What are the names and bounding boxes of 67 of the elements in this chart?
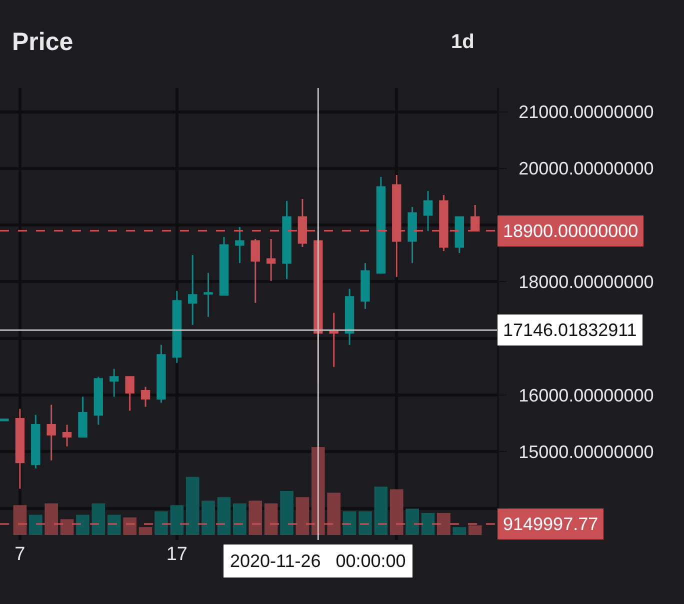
bar [468, 525, 482, 535]
bar [296, 497, 310, 535]
candlestick [282, 200, 292, 280]
chart-title: Price [12, 28, 74, 56]
bar [107, 514, 121, 535]
bar [123, 517, 136, 535]
bar [264, 503, 278, 535]
y-tick-label: 18000.00000000 [518, 272, 654, 292]
bar [248, 500, 262, 535]
candlestick [329, 312, 338, 368]
bar [217, 497, 231, 535]
bar [327, 492, 341, 535]
bar [358, 511, 372, 535]
bar [92, 503, 106, 535]
bar [390, 489, 404, 535]
candlestick [125, 376, 134, 412]
candlestick [344, 288, 354, 346]
bar [406, 508, 419, 535]
bar [280, 491, 294, 535]
bar [233, 503, 246, 535]
candlestick [266, 238, 276, 282]
bar [28, 514, 42, 535]
candlestick [156, 344, 166, 404]
y-tick-label: 21000.00000000 [518, 102, 654, 122]
bar [202, 500, 215, 535]
candlestick [360, 262, 370, 310]
bar [437, 513, 450, 535]
candlestick [204, 272, 213, 318]
ref-line-label: 18900.00000000 [503, 221, 638, 241]
candlestick [15, 408, 25, 490]
candlestick [408, 206, 417, 264]
candlestick [78, 396, 88, 438]
bar [13, 505, 27, 535]
y-tick-label: 15000.00000000 [518, 442, 654, 462]
bar [138, 527, 152, 535]
candlestick [94, 376, 104, 426]
candlestick [46, 404, 56, 462]
text: 9149997.77 [503, 514, 598, 534]
candlestick [110, 368, 119, 398]
candlestick [188, 254, 198, 326]
y-tick-label: 20000.00000000 [518, 158, 654, 179]
candlestick [219, 236, 229, 296]
bar [452, 527, 466, 535]
bar [421, 513, 435, 535]
candlestick [376, 176, 386, 274]
candlestick [423, 190, 433, 232]
bar [154, 511, 168, 535]
candlestick [172, 290, 182, 364]
candlestick [235, 226, 244, 264]
candlestick [140, 386, 150, 408]
bar [186, 476, 200, 535]
bar [170, 505, 184, 535]
ref-line-label: 17146.01832911 [503, 320, 637, 340]
bar [44, 503, 58, 535]
candlestick [31, 414, 40, 470]
candlestick [250, 238, 260, 304]
bar [342, 511, 356, 535]
x-tick-label: 17 [166, 544, 188, 565]
bar [76, 514, 90, 535]
bar [60, 519, 74, 535]
text: 1d [451, 31, 474, 53]
bar [374, 486, 388, 535]
ref-line-label: 2020-11-26 00:00:00 [230, 551, 406, 571]
candlestick [62, 424, 72, 448]
candlestick [454, 216, 464, 254]
x-tick-label: 7 [14, 544, 26, 565]
y-tick-label: 16000.00000000 [518, 385, 654, 406]
